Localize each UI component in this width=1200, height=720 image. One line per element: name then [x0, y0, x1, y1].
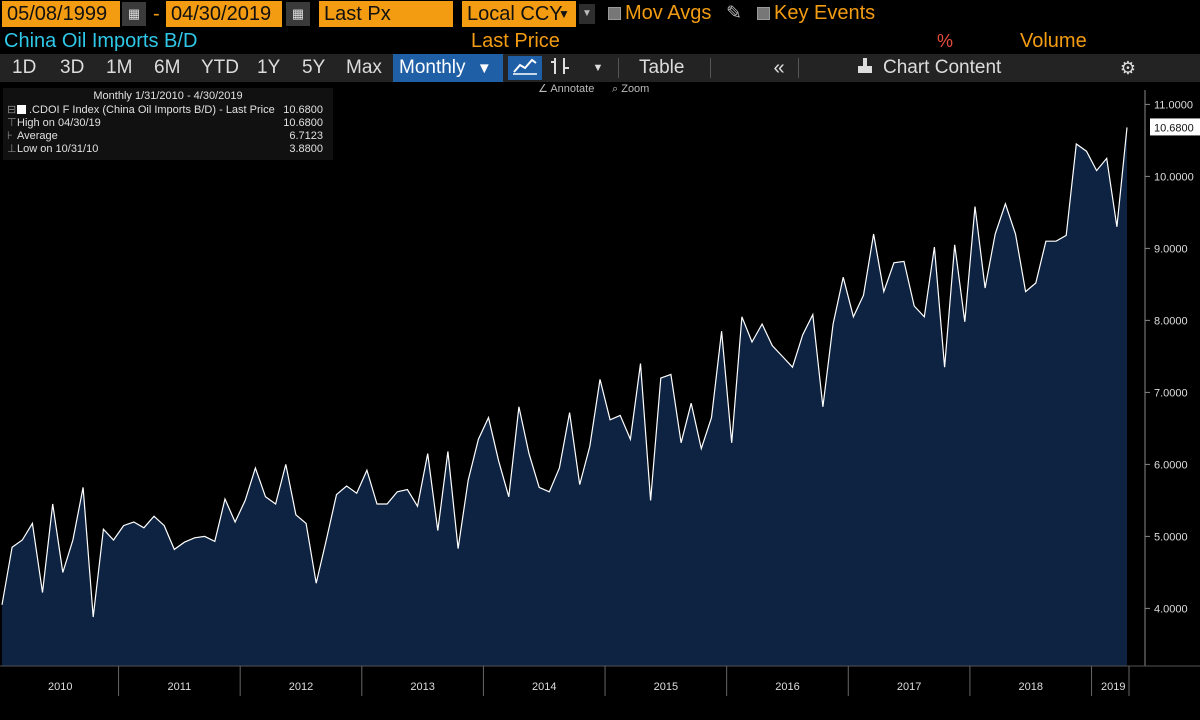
magnifier-icon: ⌕	[612, 83, 622, 95]
x-tick-label: 2010	[48, 681, 72, 693]
mov-avgs-checkbox[interactable]	[608, 7, 621, 20]
divider	[798, 58, 799, 78]
title-bar: China Oil Imports B/D Last Price % Volum…	[0, 28, 1200, 54]
zoom-label: Zoom	[621, 83, 650, 95]
end-date-input[interactable]: 04/30/2019	[166, 1, 282, 27]
gear-icon[interactable]: ⚙	[1119, 58, 1137, 78]
low-marker-icon: ⊥	[7, 143, 17, 155]
pencil-icon[interactable]: ✎	[726, 3, 742, 24]
percent-header: %	[937, 31, 954, 51]
chevron-down-icon: ▼	[476, 60, 492, 77]
period-3d[interactable]: 3D	[60, 57, 85, 78]
calendar-icon[interactable]: ▦	[122, 2, 146, 26]
zoom-button[interactable]: ⌕ Zoom	[612, 82, 649, 96]
legend-series-label: .CDOI F Index (China Oil Imports B/D) - …	[29, 104, 275, 116]
period-bar: 1D 3D 1M 6M YTD 1Y 5Y Max Monthly ▼ ▼ Ta…	[0, 54, 1200, 82]
last-price-header: Last Price	[471, 30, 560, 52]
period-max[interactable]: Max	[346, 57, 382, 78]
y-tick-label: 8.0000	[1154, 315, 1188, 327]
x-tick-label: 2011	[168, 681, 192, 693]
annotate-label: Annotate	[550, 83, 595, 95]
legend-avg-value: 6.7123	[289, 130, 323, 142]
period-1y[interactable]: 1Y	[257, 57, 281, 78]
legend-series-value: 10.6800	[283, 104, 323, 116]
frequency-select[interactable]: Monthly ▼	[393, 54, 503, 82]
table-button[interactable]: Table	[639, 57, 685, 78]
calendar-icon[interactable]: ▦	[286, 2, 310, 26]
x-tick-label: 2016	[775, 681, 799, 693]
y-tick-label: 10.0000	[1154, 171, 1194, 183]
chart-content-button[interactable]: Chart Content	[883, 57, 1002, 78]
x-tick-label: 2012	[289, 681, 313, 693]
legend-high-label: High on 04/30/19	[17, 117, 101, 129]
legend-high-row: ⊤High on 04/30/19 10.6800	[7, 117, 329, 130]
volume-header: Volume	[1020, 30, 1087, 52]
legend-avg-row: ⊦ Average 6.7123	[7, 130, 329, 143]
price-chart[interactable]: 4.0000 5.0000 6.0000 7.0000 8.0000 9.0000 10.0…	[0, 90, 1200, 720]
y-tick-label: 4.0000	[1154, 603, 1188, 615]
period-1m[interactable]: 1M	[106, 57, 133, 78]
security-title: China Oil Imports B/D	[4, 30, 198, 52]
period-1d[interactable]: 1D	[12, 57, 37, 78]
currency-select[interactable]: Local CCY	[462, 1, 576, 27]
y-tick-label: 5.0000	[1154, 531, 1188, 543]
x-tick-label: 2019	[1101, 681, 1125, 693]
series-area	[2, 127, 1127, 666]
high-marker-icon: ⊤	[7, 117, 17, 129]
y-tick-label: 7.0000	[1154, 387, 1188, 399]
pencil-icon: ∠	[538, 83, 551, 95]
period-6m[interactable]: 6M	[154, 57, 181, 78]
start-date-input[interactable]: 05/08/1999	[2, 1, 120, 27]
legend-high-value: 10.6800	[283, 117, 323, 129]
last-value-label: 10.6800	[1154, 122, 1194, 134]
chevron-down-icon[interactable]: ▼	[579, 4, 595, 24]
y-tick-label: 6.0000	[1154, 459, 1188, 471]
expand-icon: ⊟	[7, 104, 17, 116]
x-tick-label: 2014	[532, 681, 556, 693]
legend-low-label: Low on 10/31/10	[17, 143, 99, 155]
chevron-down-icon[interactable]: ▼	[558, 7, 570, 21]
key-events-label: Key Events	[774, 2, 876, 24]
annotate-button[interactable]: ∠ Annotate	[538, 82, 594, 96]
legend-avg-label: Average	[17, 130, 58, 142]
legend-low-value: 3.8800	[289, 143, 323, 155]
period-5y[interactable]: 5Y	[302, 57, 326, 78]
line-chart-icon[interactable]	[508, 56, 542, 80]
toolbar: 05/08/1999 ▦ - 04/30/2019 ▦ Last Px Loca…	[0, 0, 1200, 28]
paint-brush-icon[interactable]	[852, 56, 878, 80]
chevron-down-icon[interactable]: ▼	[592, 62, 604, 74]
candlestick-icon[interactable]	[546, 56, 574, 80]
key-events-checkbox[interactable]	[757, 7, 770, 20]
y-tick-label: 11.0000	[1154, 99, 1193, 111]
frequency-label: Monthly	[399, 57, 466, 78]
x-tick-label: 2015	[654, 681, 678, 693]
divider	[710, 58, 711, 78]
legend-header: Monthly 1/31/2010 - 4/30/2019	[93, 90, 243, 102]
average-marker-icon: ⊦	[7, 130, 13, 142]
date-range-separator: -	[153, 3, 160, 25]
collapse-double-chevron-icon[interactable]: «	[773, 57, 785, 79]
last-value-box	[1150, 118, 1200, 136]
y-tick-label: 9.0000	[1154, 243, 1188, 255]
price-field-select[interactable]: Last Px	[319, 1, 453, 27]
x-tick-label: 2013	[410, 681, 434, 693]
divider	[618, 58, 619, 78]
mov-avgs-label: Mov Avgs	[625, 2, 712, 24]
legend-series-row: ⊟ .CDOI F Index (China Oil Imports B/D) -…	[7, 104, 329, 117]
x-tick-label: 2017	[897, 681, 921, 693]
series-line	[1, 127, 1128, 618]
x-tick-label: 2018	[1018, 681, 1042, 693]
period-ytd[interactable]: YTD	[201, 57, 239, 78]
legend-low-row: ⊥Low on 10/31/10 3.8800	[7, 143, 329, 156]
series-swatch	[17, 105, 26, 114]
chart-legend: Monthly 1/31/2010 - 4/30/2019 ⊟ .CDOI F I…	[3, 88, 333, 160]
